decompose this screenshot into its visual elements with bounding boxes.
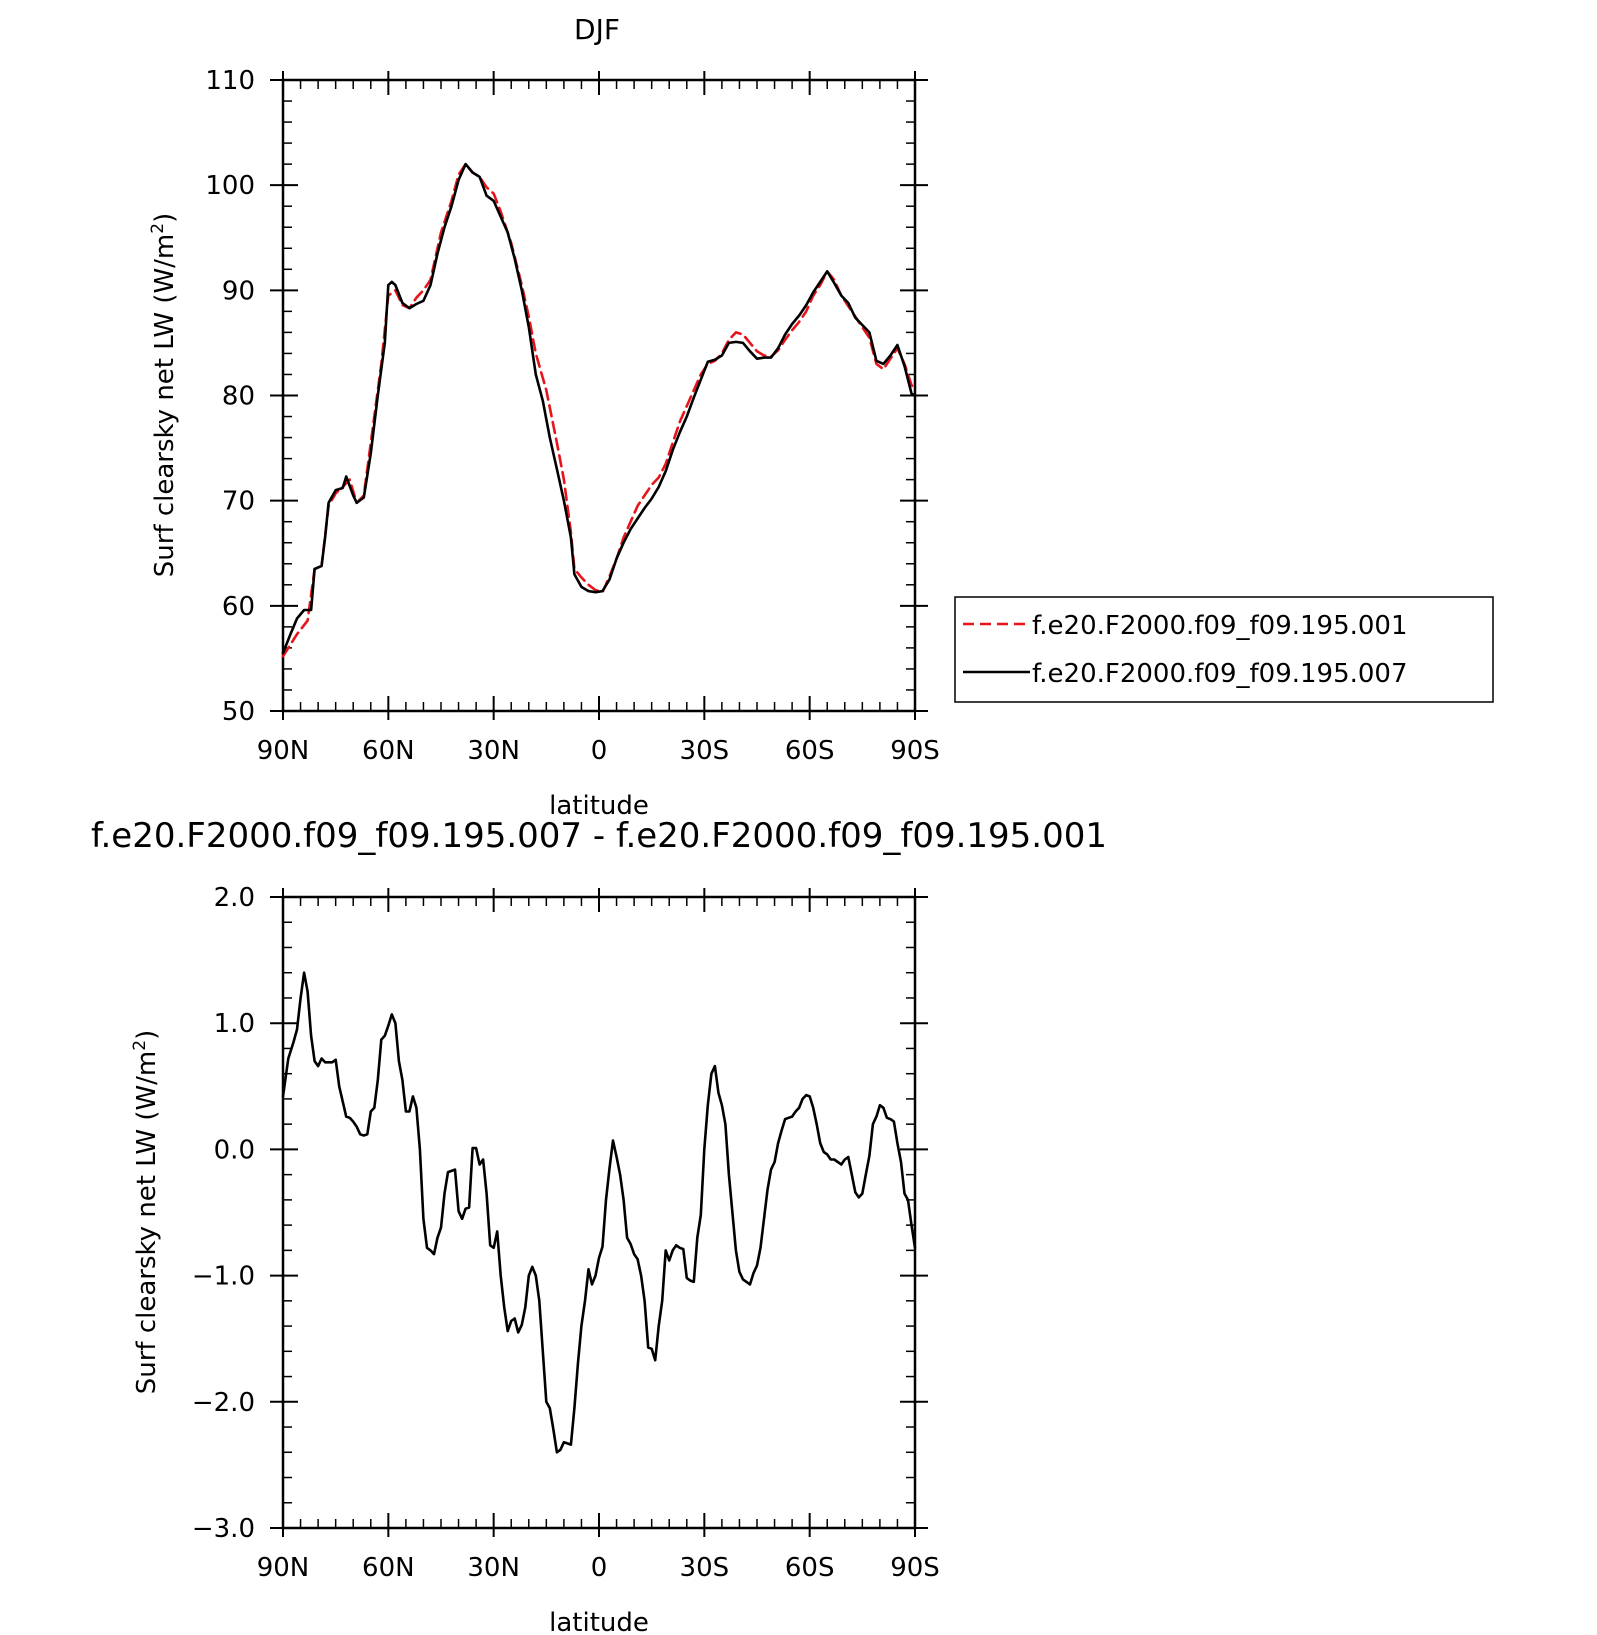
y-tick-label: 100 [205, 171, 255, 201]
x-tick-label: 90S [890, 1553, 940, 1583]
series-line-0-1 [281, 162, 917, 655]
top-series-lines [281, 162, 917, 658]
top-x-axis-label: latitude [549, 791, 649, 821]
y-tick-label: −3.0 [192, 1514, 255, 1544]
x-tick-label: 90N [257, 1553, 310, 1583]
top-y-tick-labels: 50 60 70 80 90 100 110 [205, 66, 255, 727]
y-tick-label: 2.0 [214, 883, 255, 913]
x-tick-label: 0 [591, 736, 608, 766]
bottom-y-axis-label: Surf clearsky net LW (W/m2) [130, 1030, 162, 1394]
y-tick-label: −2.0 [192, 1388, 255, 1418]
x-tick-label: 30N [467, 736, 520, 766]
top-chart-title: DJF [574, 13, 620, 46]
bottom-chart-title: f.e20.F2000.f09_f09.195.007 - f.e20.F200… [91, 816, 1107, 856]
y-tick-label: 90 [222, 276, 255, 306]
y-tick-label: −1.0 [192, 1262, 255, 1292]
top-minor-ticks [283, 80, 915, 711]
y-tick-label: 50 [222, 697, 255, 727]
x-tick-label: 60N [362, 736, 415, 766]
top-y-axis-label: Surf clearsky net LW (W/m2) [148, 213, 180, 577]
x-tick-label: 30S [680, 736, 730, 766]
y-tick-label: 1.0 [214, 1009, 255, 1039]
bottom-major-ticks [270, 888, 928, 1537]
legend: f.e20.F2000.f09_f09.195.001 f.e20.F2000.… [954, 596, 1494, 703]
bottom-minor-ticks [283, 897, 915, 1528]
top-x-tick-labels: 90N 60N 30N 0 30S 60S 90S [257, 736, 940, 766]
x-tick-label: 30S [680, 1553, 730, 1583]
x-tick-label: 0 [591, 1553, 608, 1583]
y-tick-label: 0.0 [214, 1135, 255, 1165]
bottom-series-lines [281, 971, 917, 1454]
series-line-1-0 [281, 971, 917, 1454]
bottom-x-tick-labels: 90N 60N 30N 0 30S 60S 90S [257, 1553, 940, 1583]
x-tick-label: 90S [890, 736, 940, 766]
y-tick-label: 70 [222, 487, 255, 517]
x-tick-label: 90N [257, 736, 310, 766]
x-tick-label: 60S [785, 1553, 835, 1583]
top-panel: DJF 50 60 70 80 90 100 110 90N 60N 30N 0 30S 60S 90S… [148, 13, 940, 821]
y-tick-label: 80 [222, 382, 255, 412]
bottom-x-axis-label: latitude [549, 1608, 649, 1635]
x-tick-label: 60S [785, 736, 835, 766]
x-tick-label: 60N [362, 1553, 415, 1583]
x-tick-label: 30N [467, 1553, 520, 1583]
bottom-plot-frame [281, 895, 917, 1530]
legend-box [954, 596, 1494, 703]
legend-label-series-001: f.e20.F2000.f09_f09.195.001 [1032, 611, 1408, 641]
bottom-panel: f.e20.F2000.f09_f09.195.007 - f.e20.F200… [91, 816, 1107, 1635]
legend-label-series-007: f.e20.F2000.f09_f09.195.007 [1032, 659, 1408, 689]
y-tick-label: 110 [205, 66, 255, 96]
y-tick-label: 60 [222, 592, 255, 622]
bottom-y-tick-labels: −3.0 −2.0 −1.0 0.0 1.0 2.0 [192, 883, 255, 1544]
